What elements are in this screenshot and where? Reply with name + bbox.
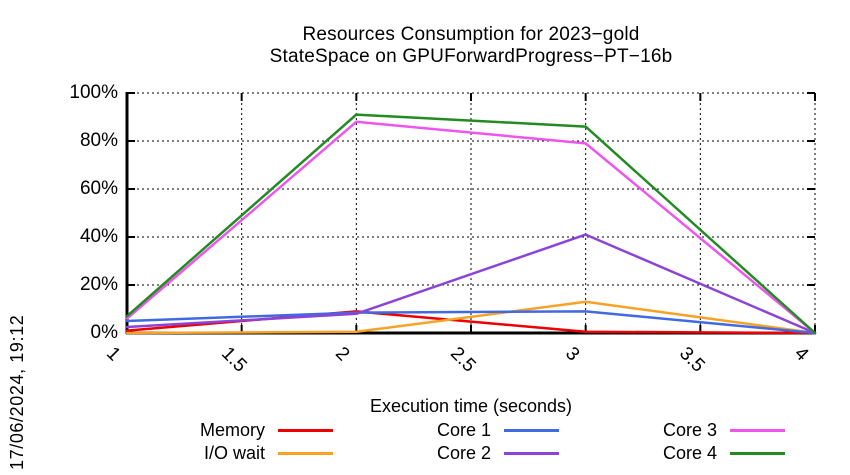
x-axis-title: Execution time (seconds) [369, 396, 573, 416]
legend: Memory I/O wait Core 1 Core 2 Core 3 Core 4 [170, 419, 785, 464]
legend-label: I/O wait [203, 442, 265, 463]
legend-column: Core 3 Core 4 [622, 419, 785, 464]
series-line-core-1 [125, 310, 817, 335]
legend-item-core-1: Core 1 [396, 419, 559, 441]
series-line-core-3 [125, 120, 817, 335]
legend-line-swatch [504, 428, 559, 432]
series-line-i-o-wait [125, 300, 817, 335]
legend-label: Core 1 [436, 419, 491, 440]
legend-line-swatch [730, 428, 785, 432]
legend-item-core-3: Core 3 [622, 419, 785, 441]
legend-column: Memory I/O wait [170, 419, 333, 464]
y-tick-label: 20% [79, 274, 118, 295]
legend-label: Core 4 [662, 442, 717, 463]
legend-item-i-o-wait: I/O wait [170, 442, 333, 464]
chart-title-line-1: Resources Consumption for 2023−gold [302, 24, 640, 45]
legend-column: Core 1 Core 2 [396, 419, 559, 464]
chart-title: Resources Consumption for 2023−gold Stat… [96, 24, 846, 68]
y-tick-label: 0% [90, 322, 118, 343]
legend-label: Memory [199, 419, 265, 440]
legend-line-swatch [278, 428, 333, 432]
series-line-core-2 [125, 233, 817, 335]
legend-line-swatch [730, 451, 785, 455]
legend-item-memory: Memory [170, 419, 333, 441]
legend-label: Core 2 [436, 442, 491, 463]
y-tick-label: 80% [79, 130, 118, 151]
legend-line-swatch [278, 451, 333, 455]
legend-item-core-4: Core 4 [622, 442, 785, 464]
series-line-core-4 [125, 113, 817, 335]
y-tick-label: 40% [79, 226, 118, 247]
chart-title-line-2: StateSpace on GPUForwardProgress−PT−16b [269, 46, 673, 67]
y-tick-label: 100% [69, 82, 118, 103]
legend-item-core-2: Core 2 [396, 442, 559, 464]
legend-label: Core 3 [662, 419, 717, 440]
y-tick-label: 60% [79, 178, 118, 199]
legend-line-swatch [504, 451, 559, 455]
